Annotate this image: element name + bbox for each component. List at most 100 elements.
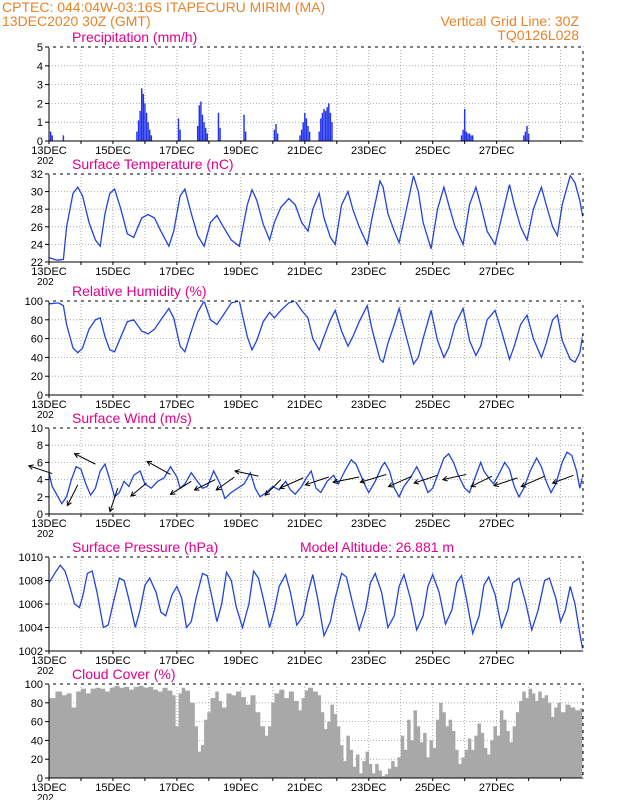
panel-title: Surface Wind (m/s) [72,410,192,426]
precip-bar [465,131,468,141]
cloud-cover-bar [467,738,472,778]
model-code: TQ0126L028 [497,27,579,43]
year-label: 202 [37,793,54,800]
y-tick-label: 24 [31,239,43,251]
cloud-cover-bar [346,735,350,778]
cloud-cover-bar [268,726,272,778]
cloud-cover-bar [416,726,421,778]
y-tick-label: 1008 [19,576,43,588]
x-tick-label: 25DEC [415,266,451,278]
wind-arrow-head [234,469,240,475]
cloud-cover-bar [301,698,306,778]
wind-arrow-head [387,482,394,488]
y-tick-label: 3 [37,80,43,92]
precip-bar [304,112,306,141]
precip-bar [244,131,247,141]
cloud-cover-bar [579,708,584,778]
panel-5: 1002 1004 1006 1008 1010 13DEC 15DEC 17DEC 19DEC… [19,539,584,677]
cloud-cover-bar [455,749,459,778]
wind-arrow-head [551,478,558,485]
cloud-cover-bar [365,751,370,778]
precip-bar [467,133,469,141]
precip-bar [275,124,277,141]
precip-bar [329,112,332,141]
cloud-cover-bar [499,710,504,778]
cloud-cover-bar [218,700,222,778]
y-tick-label: 28 [31,204,43,216]
x-tick-label: 21DEC [287,266,323,278]
wind-arrow [74,453,96,465]
cloud-cover-bar [397,757,402,778]
cloud-cover-bar [565,704,571,778]
cloud-cover-bar [509,742,513,778]
cloud-cover-bar [240,697,246,778]
cloud-cover-bar [339,745,344,778]
precip-bar [179,129,181,141]
wind-arrow-head [108,506,114,513]
precip-bar [196,125,199,141]
wind-arrow-head [73,453,80,459]
cloud-cover-bar [554,707,558,778]
cloud-cover-bar [535,700,539,778]
cloud-cover-bar [167,690,173,778]
cloud-cover-bar [387,768,392,778]
x-tick-label: 27DEC [479,655,515,667]
cloud-cover-bar [172,695,176,778]
precip-bar [49,131,52,141]
y-tick-label: 1010 [19,552,43,564]
cloud-cover-bar [483,747,488,778]
cloud-cover-bar [413,710,418,778]
cloud-cover-bar [560,712,566,778]
cloud-cover-bar [419,742,424,778]
wind-arrow-head [470,482,477,488]
cloud-cover-bar [157,691,163,778]
precip-bar [463,109,466,141]
cloud-cover-bar [451,731,456,778]
x-tick-label: 13DEC [31,399,67,411]
wind-arrow [442,473,467,481]
precip-bar [62,135,65,141]
wind-arrow-head [332,478,339,485]
panel-1: 0 1 2 3 4 5 13DEC 15DEC 17DEC 19DEC 21DEC 23DEC 25DE… [31,29,584,167]
cloud-cover-bar [284,698,290,778]
wind-arrow-head [278,484,285,490]
cloud-cover-bar [298,710,302,778]
wind-arrow [470,475,493,488]
cloud-cover-bar [575,710,581,778]
x-tick-label: 23DEC [351,399,387,411]
x-tick-label: 27DEC [479,782,515,794]
cloud-cover-bar [197,751,202,778]
cloud-cover-bar [109,687,115,778]
cloud-cover-bar [480,732,485,778]
x-tick-label: 13DEC [31,145,67,157]
wind-arrow-head [169,489,176,495]
y-tick-label: 30 [31,187,43,199]
precip-bar [320,118,322,141]
cloud-cover-bar [512,726,517,778]
cloud-cover-bar [260,726,266,778]
grid-line-note: Vertical Grid Line: 30Z [440,13,579,29]
precip-bar [471,135,474,141]
year-label: 202 [37,666,54,677]
cloud-cover-bar [570,707,576,778]
y-tick-label: 60 [31,334,43,346]
precip-bar [141,88,143,141]
wind-arrow [388,475,413,488]
cloud-cover-bar [547,702,552,778]
panel-title: Surface Pressure (hPa) [72,539,218,555]
precip-bar [318,131,320,141]
y-tick-label: 1006 [19,599,43,611]
cloud-cover-bar [522,691,526,778]
cloud-cover-bar [148,686,154,778]
wind-arrow [264,479,282,496]
precip-bar [198,105,201,141]
precip-bar [203,122,205,141]
panel-frame [48,427,584,515]
precip-bar [217,112,220,141]
series-line [48,174,584,261]
y-tick-label: 40 [31,352,43,364]
cloud-cover-bar [525,698,529,778]
wind-arrow [333,476,360,483]
cloud-cover-bar [104,691,111,778]
wind-arrow-head [27,464,34,470]
